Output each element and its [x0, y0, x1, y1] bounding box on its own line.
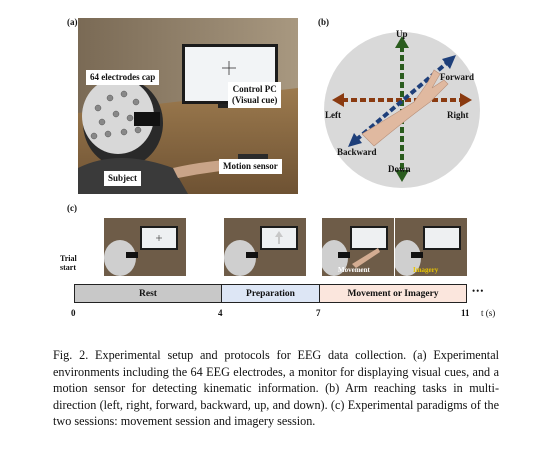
timeline-ellipsis: ••• — [472, 286, 485, 296]
visual-cue-label: (Visual cue) — [232, 95, 278, 105]
imagery-thumb-label: Imagery — [413, 266, 439, 274]
motion-sensor-callout: Motion sensor — [219, 159, 282, 174]
trial-start-line2: start — [60, 263, 76, 272]
panel-c-label: (c) — [67, 203, 77, 213]
direction-down-label: Down — [388, 164, 411, 174]
direction-diagram — [324, 32, 480, 188]
tick-0: 0 — [71, 308, 76, 318]
direction-left-label: Left — [325, 110, 341, 120]
rest-thumbnail — [104, 218, 186, 276]
movement-thumb-label: Movement — [338, 266, 370, 274]
trial-start-label: Trial start — [60, 254, 77, 272]
tick-7: 7 — [316, 308, 321, 318]
direction-up-label: Up — [396, 29, 408, 39]
direction-backward-label: Backward — [337, 147, 377, 157]
trial-start-line1: Trial — [60, 254, 77, 263]
timeline-bar: Rest Preparation Movement or Imagery — [74, 284, 467, 303]
control-pc-label: Control PC — [232, 84, 277, 94]
subject-callout: Subject — [104, 171, 141, 186]
rest-segment: Rest — [74, 284, 222, 303]
arm-illustration — [361, 69, 449, 147]
left-right-arrow — [332, 93, 472, 107]
panel-b-label: (b) — [318, 17, 329, 27]
direction-right-label: Right — [447, 110, 469, 120]
preparation-thumbnail — [224, 218, 306, 276]
preparation-segment: Preparation — [221, 284, 320, 303]
tick-4: 4 — [218, 308, 223, 318]
imagery-thumbnail: Imagery — [395, 218, 467, 276]
up-down-arrow — [395, 36, 409, 182]
figure-caption: Fig. 2. Experimental setup and protocols… — [53, 348, 499, 428]
tick-11: 11 — [461, 308, 470, 318]
panel-a-label: (a) — [67, 17, 78, 27]
direction-forward-label: Forward — [440, 72, 474, 82]
movement-thumbnail: Movement — [322, 218, 394, 276]
movement-segment: Movement or Imagery — [319, 284, 467, 303]
time-axis-unit: t (s) — [481, 308, 496, 318]
electrodes-cap-callout: 64 electrodes cap — [86, 70, 160, 85]
control-pc-callout: Control PC (Visual cue) — [228, 82, 282, 108]
